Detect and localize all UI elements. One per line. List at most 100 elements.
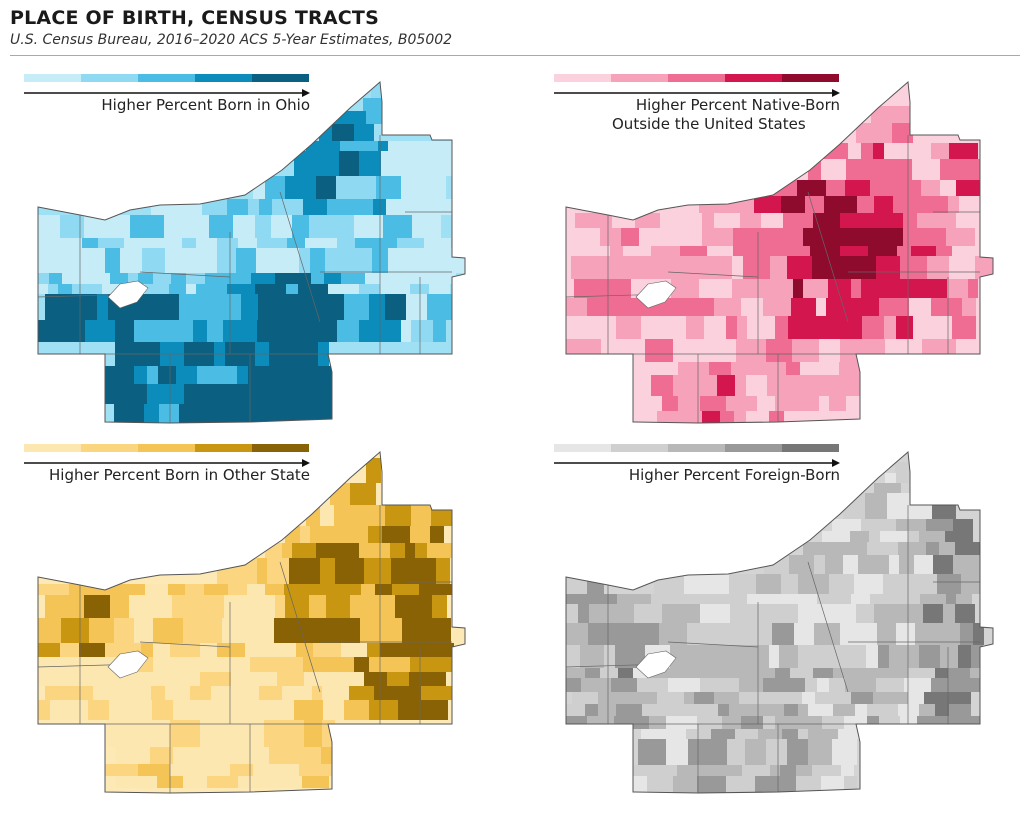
tract-cell	[348, 543, 359, 558]
tract-cell	[601, 339, 627, 362]
tract-cell	[861, 279, 880, 298]
tract-cell	[854, 574, 883, 594]
arrow-right-icon	[24, 459, 310, 467]
tract-cell	[863, 668, 892, 678]
tract-cell	[441, 141, 459, 151]
tract-cell	[344, 584, 361, 595]
tract-cell	[385, 294, 406, 320]
tract-cell	[755, 776, 777, 793]
tract-cell	[808, 739, 832, 765]
tract-cell	[410, 141, 441, 151]
tract-cell	[207, 776, 238, 788]
tract-cell	[217, 248, 236, 273]
tract-cell	[101, 384, 121, 404]
tract-cell	[746, 411, 769, 423]
tract-cell	[407, 643, 430, 657]
tract-cell	[145, 284, 169, 294]
tract-cell	[749, 668, 775, 678]
tract-cell	[732, 256, 743, 279]
tract-cell	[678, 362, 709, 375]
tract-cell	[566, 213, 575, 228]
tract-cell	[633, 668, 648, 678]
tract-cell	[82, 238, 98, 248]
tract-cell	[397, 238, 424, 248]
tract-cell	[313, 151, 339, 176]
tract-cell	[196, 284, 227, 294]
tract-cell	[364, 595, 379, 618]
tract-cell	[241, 294, 258, 320]
tract-cell	[666, 716, 697, 729]
tract-cell	[764, 555, 789, 574]
tract-cell	[294, 151, 313, 176]
tract-cell	[431, 505, 452, 526]
tract-cell	[798, 604, 827, 623]
tract-cell	[172, 595, 195, 618]
tract-cell	[151, 199, 171, 215]
tract-cell	[787, 739, 797, 765]
tract-cell	[687, 298, 714, 316]
tract-cell	[173, 747, 192, 764]
tract-cell	[855, 704, 867, 716]
tract-cell	[657, 362, 668, 375]
tract-cell	[225, 686, 236, 700]
tract-cell	[862, 339, 885, 362]
tract-cell	[421, 686, 433, 700]
tract-cell	[812, 765, 841, 776]
tract-cell	[436, 558, 450, 584]
tract-cell	[679, 228, 702, 246]
municipal-boundaries	[566, 505, 980, 793]
tract-cell	[620, 279, 631, 298]
tract-cell	[264, 720, 287, 747]
tract-cell	[248, 199, 259, 215]
tract-cell	[885, 339, 899, 362]
tract-cell	[364, 672, 387, 686]
tract-cell	[955, 604, 975, 623]
tract-cell	[821, 776, 844, 793]
tract-cell	[168, 584, 185, 595]
tract-cell	[227, 747, 251, 764]
tract-cell	[373, 199, 386, 215]
tract-cell	[844, 716, 867, 729]
tract-cell	[256, 672, 277, 686]
tract-cell	[953, 555, 980, 574]
tract-cell	[898, 542, 913, 555]
tract-cell	[566, 574, 587, 594]
tract-cell	[935, 668, 948, 678]
tract-cell	[754, 196, 781, 213]
tract-cell	[38, 584, 59, 595]
tract-cell	[269, 643, 296, 657]
county-outline	[37, 450, 466, 794]
tract-cell	[702, 213, 714, 228]
tract-cell	[90, 672, 118, 686]
tract-cell	[222, 404, 240, 423]
tract-cell	[341, 643, 367, 657]
tract-cell	[833, 228, 845, 246]
water-area	[107, 280, 149, 309]
tract-cell	[760, 228, 788, 246]
tract-cell	[673, 339, 685, 362]
legend-label-line: Higher Percent Born in Ohio	[101, 96, 310, 114]
tract-cell	[287, 720, 304, 747]
map-panel-born-in-ohio: Higher Percent Born in Ohio	[20, 72, 500, 442]
county-map	[37, 80, 466, 424]
tract-cell	[819, 339, 840, 362]
tract-cell	[737, 316, 747, 339]
tract-cell	[566, 604, 578, 623]
tract-cell	[352, 526, 368, 543]
tract-cell	[401, 176, 429, 199]
tract-cell	[845, 180, 870, 196]
tract-cell	[747, 594, 773, 604]
census-tracts	[566, 452, 993, 793]
boundary-line	[807, 191, 849, 323]
tract-cell	[660, 213, 687, 228]
tract-cell	[971, 645, 983, 668]
tract-cell	[895, 159, 912, 180]
tract-cell	[758, 729, 782, 739]
tract-cell	[88, 700, 109, 720]
tract-cell	[354, 215, 371, 238]
tract-cell	[733, 246, 743, 256]
tract-cell	[765, 246, 788, 256]
tract-cell	[84, 215, 114, 238]
tract-cell	[884, 143, 908, 159]
tract-cell	[959, 196, 989, 213]
